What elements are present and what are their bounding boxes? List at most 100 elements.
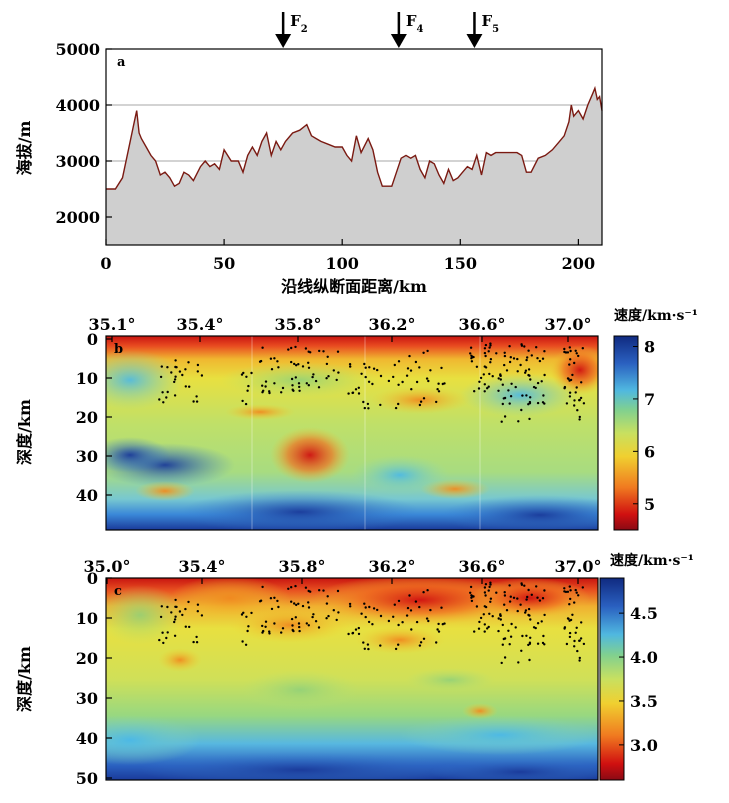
panel-a-ylabel: 海拔/m [15, 121, 34, 176]
earthquake-point [483, 383, 486, 386]
x-tick-label: 35.1° [89, 315, 136, 334]
earthquake-point [360, 372, 363, 375]
earthquake-point [429, 608, 432, 612]
earthquake-point [184, 368, 187, 371]
earthquake-point [173, 380, 176, 384]
earthquake-point [309, 351, 312, 354]
earthquake-point [497, 629, 500, 633]
earthquake-point [364, 375, 367, 379]
earthquake-point [538, 599, 542, 602]
earthquake-point [184, 385, 187, 388]
earthquake-point [528, 417, 531, 421]
earthquake-point [475, 365, 479, 368]
earthquake-point [312, 613, 315, 616]
earthquake-point [372, 607, 376, 610]
y-tick-label: 0 [87, 569, 98, 588]
earthquake-point [268, 632, 271, 635]
earthquake-point [295, 364, 298, 367]
earthquake-point [277, 366, 280, 369]
earthquake-point [573, 601, 576, 604]
earthquake-point [563, 350, 566, 354]
earthquake-point [484, 594, 487, 597]
x-tick-label: 37.0° [545, 315, 592, 334]
earthquake-point [422, 637, 426, 640]
earthquake-point [514, 385, 517, 389]
fault-marker-label: F4 [406, 12, 424, 35]
x-tick-label: 36.2° [369, 557, 416, 576]
panel-b-frame [105, 335, 599, 531]
earthquake-point [264, 380, 268, 383]
earthquake-point [287, 587, 290, 590]
earthquake-point [512, 596, 516, 599]
panel-a-y-ticks: 2000 3000 4000 5000 [55, 40, 112, 227]
earthquake-point [414, 360, 418, 364]
earthquake-point [250, 371, 253, 375]
earthquake-point [573, 399, 576, 402]
earthquake-point [568, 363, 571, 366]
earthquake-point [309, 590, 312, 593]
earthquake-point [541, 641, 545, 645]
earthquake-point [443, 382, 446, 385]
earthquake-point [161, 631, 164, 634]
earthquake-point [527, 373, 530, 377]
earthquake-point [501, 623, 504, 627]
earthquake-point [578, 659, 581, 662]
earthquake-point [563, 590, 566, 593]
earthquake-point [495, 591, 498, 594]
earthquake-point [489, 597, 493, 600]
earthquake-point [483, 630, 486, 633]
earthquake-point [363, 647, 366, 650]
earthquake-point [543, 350, 546, 353]
earthquake-point [162, 401, 165, 404]
earthquake-point [326, 355, 329, 358]
earthquake-point [246, 629, 249, 633]
earthquake-point [429, 369, 432, 372]
earthquake-point [563, 347, 566, 351]
earthquake-point [517, 420, 520, 423]
earthquake-point [192, 400, 195, 403]
earthquake-point [362, 400, 365, 404]
panel-c-earthquakes [158, 581, 586, 665]
earthquake-point [534, 626, 537, 630]
earthquake-point [536, 381, 540, 385]
earthquake-point [519, 363, 522, 367]
earthquake-point [495, 352, 498, 355]
earthquake-point [354, 628, 358, 631]
earthquake-point [469, 585, 473, 589]
earthquake-point [327, 614, 330, 618]
earthquake-point [372, 367, 376, 370]
earthquake-point [387, 379, 391, 383]
earthquake-point [486, 387, 489, 390]
earthquake-point [497, 377, 500, 380]
y-tick-label: 10 [76, 609, 98, 628]
earthquake-point [435, 400, 438, 404]
earthquake-point [294, 616, 297, 619]
earthquake-point [541, 597, 545, 600]
earthquake-point [298, 625, 301, 629]
panel-c-y-ticks: 0 10 20 30 40 50 [76, 569, 112, 788]
earthquake-point [297, 602, 300, 605]
earthquake-point [276, 360, 279, 363]
earthquake-point [307, 361, 310, 364]
earthquake-point [240, 613, 244, 616]
earthquake-point [483, 586, 487, 589]
earthquake-point [363, 406, 366, 410]
earthquake-point [290, 600, 293, 603]
panel-c-frame [105, 577, 599, 781]
earthquake-point [483, 605, 486, 608]
earthquake-point [483, 351, 487, 355]
earthquake-point [408, 354, 411, 358]
earthquake-point [405, 374, 409, 377]
y-tick-label: 5000 [55, 40, 100, 59]
earthquake-point [529, 396, 532, 399]
earthquake-point [371, 623, 374, 626]
earthquake-point [264, 620, 268, 623]
earthquake-point [351, 391, 355, 394]
earthquake-point [250, 611, 253, 615]
earthquake-point [436, 628, 439, 631]
earthquake-point [188, 385, 191, 388]
earthquake-point [314, 379, 318, 383]
earthquake-point [566, 590, 570, 593]
earthquake-point [581, 586, 584, 589]
